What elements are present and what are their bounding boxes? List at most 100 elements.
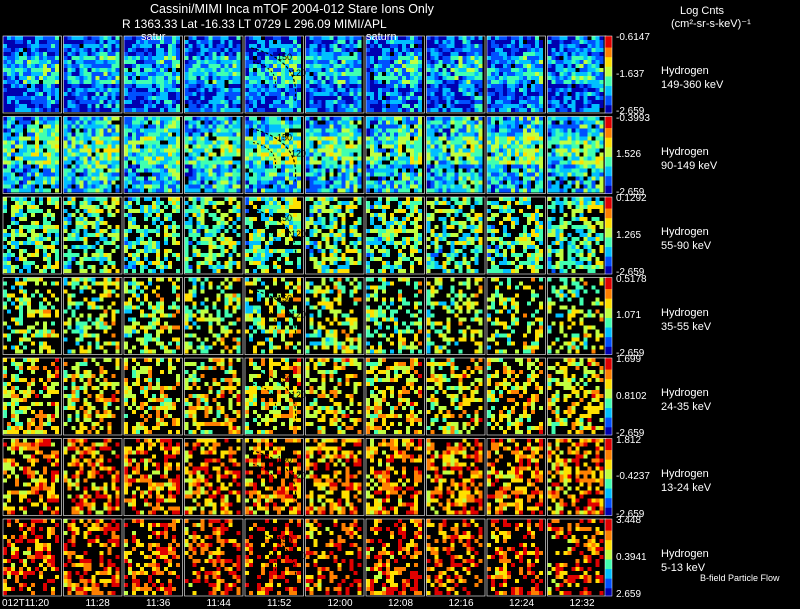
heatmap-cell (370, 148, 374, 153)
heatmap-cell (547, 40, 552, 44)
heatmap-cell (438, 80, 443, 84)
heatmap-cell (595, 36, 600, 40)
heatmap-cell (27, 104, 31, 108)
heatmap-cell (583, 100, 588, 104)
heatmap-cell (285, 64, 289, 68)
heatmap-cell (132, 176, 136, 181)
heatmap-cell (47, 156, 51, 161)
heatmap-cell (3, 164, 7, 169)
heatmap-cell (313, 120, 318, 125)
heatmap-cell (446, 188, 451, 193)
heatmap-cell (454, 120, 459, 125)
heatmap-cell (261, 40, 265, 44)
heatmap-cell (281, 136, 285, 141)
heatmap-cell (55, 80, 59, 84)
heatmap-cell (305, 132, 310, 137)
heatmap-cell (458, 52, 463, 56)
heatmap-cell (63, 144, 68, 149)
heatmap-cell (487, 180, 491, 185)
heatmap-cell (95, 156, 100, 161)
heatmap-cell (357, 104, 362, 108)
heatmap-cell (394, 152, 398, 157)
heatmap-cell (551, 76, 556, 80)
heatmap-cell (99, 184, 104, 189)
heatmap-cell (329, 64, 334, 68)
heatmap-cell (164, 108, 168, 112)
heatmap-cell (15, 164, 19, 169)
heatmap-cell (23, 40, 27, 44)
heatmap-cell (386, 168, 390, 173)
heatmap-cell (442, 148, 447, 153)
heatmap-cell (325, 56, 330, 60)
heatmap-cell (450, 132, 455, 137)
heatmap-cell (579, 100, 584, 104)
heatmap-cell (232, 168, 237, 173)
heatmap-cell (55, 120, 59, 125)
heatmap-cell (160, 148, 164, 153)
heatmap-cell (503, 136, 507, 141)
heatmap-cell (559, 36, 564, 40)
heatmap-cell (595, 108, 600, 112)
heatmap-cell (200, 80, 205, 84)
heatmap-cell (224, 36, 229, 40)
heatmap-cell (450, 60, 455, 64)
heatmap-cell (341, 80, 346, 84)
heatmap-cell (200, 36, 205, 40)
heatmap-cell (196, 104, 201, 108)
heatmap-cell (539, 80, 543, 84)
heatmap-cell (95, 128, 100, 133)
colorbar-segment (605, 64, 612, 68)
heatmap-cell (446, 184, 451, 189)
heatmap-cell (458, 84, 463, 88)
heatmap-cell (236, 48, 241, 52)
heatmap-cell (184, 80, 189, 84)
heatmap-cell (599, 76, 604, 80)
heatmap-cell (265, 84, 269, 88)
heatmap-cell (523, 188, 527, 193)
heatmap-cell (515, 44, 519, 48)
heatmap-cell (567, 84, 572, 88)
heatmap-cell (523, 104, 527, 108)
heatmap-cell (39, 84, 43, 88)
heatmap-cell (273, 148, 277, 153)
heatmap-cell (438, 36, 443, 40)
heatmap-cell (164, 136, 168, 141)
heatmap-cell (321, 104, 326, 108)
heatmap-cell (156, 168, 160, 173)
heatmap-cell (495, 48, 499, 52)
heatmap-cell (257, 88, 261, 92)
heatmap-cell (103, 120, 108, 125)
heatmap-cell (466, 88, 471, 92)
heatmap-cell (212, 64, 217, 68)
heatmap-cell (531, 108, 535, 112)
heatmap-cell (321, 56, 326, 60)
heatmap-cell (309, 168, 314, 173)
heatmap-cell (67, 72, 72, 76)
heatmap-cell (567, 68, 572, 72)
colorbar-segment (605, 66, 612, 70)
heatmap-cell (402, 164, 406, 169)
heatmap-cell (51, 164, 55, 169)
heatmap-cell (47, 140, 51, 145)
heatmap-cell (495, 96, 499, 100)
heatmap-cell (23, 88, 27, 92)
heatmap-cell (591, 96, 596, 100)
heatmap-cell (345, 60, 350, 64)
heatmap-cell (281, 44, 285, 48)
heatmap-cell (539, 68, 543, 72)
heatmap-cell (35, 180, 39, 185)
heatmap-cell (224, 100, 229, 104)
heatmap-cell (172, 116, 176, 121)
heatmap-cell (353, 104, 358, 108)
heatmap-cell (196, 68, 201, 72)
heatmap-cell (317, 168, 322, 173)
heatmap-cell (466, 96, 471, 100)
heatmap-cell (329, 188, 334, 193)
heatmap-cell (591, 132, 596, 137)
heatmap-cell (249, 104, 253, 108)
heatmap-cell (390, 88, 394, 92)
heatmap-cell (466, 120, 471, 125)
heatmap-cell (478, 76, 483, 80)
heatmap-cell (31, 80, 35, 84)
heatmap-cell (329, 148, 334, 153)
